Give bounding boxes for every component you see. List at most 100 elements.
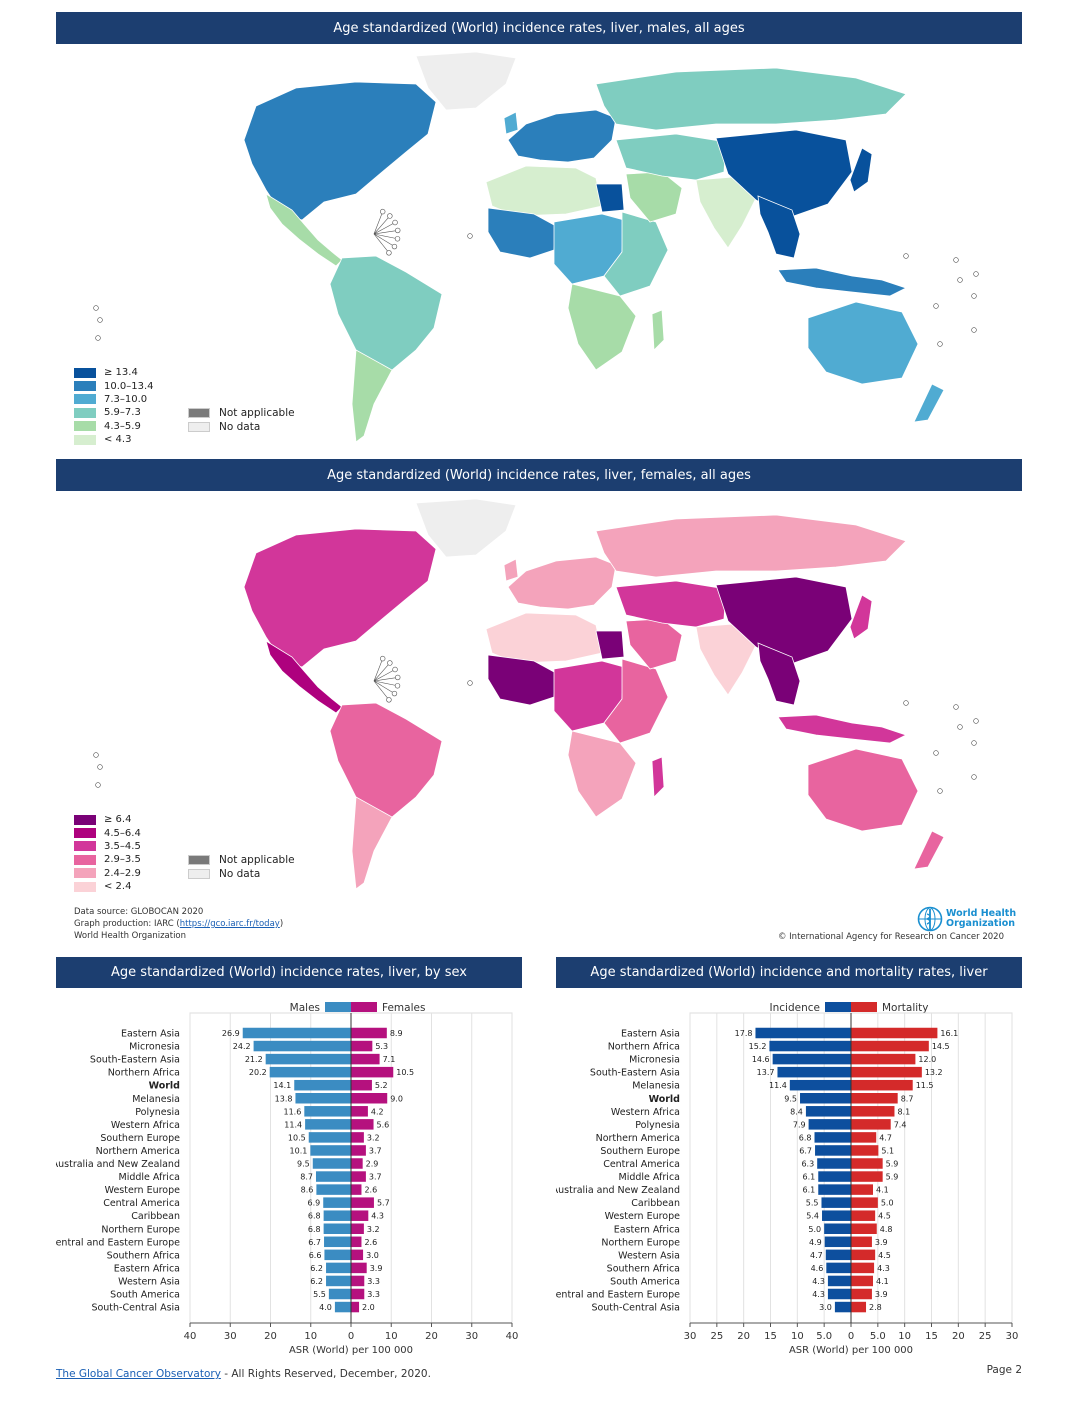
source-url-link[interactable]: https://gco.iarc.fr/today xyxy=(179,919,280,929)
map-title-females: Age standardized (World) incidence rates… xyxy=(56,459,1022,491)
data-label: 8.6 xyxy=(301,1186,314,1195)
region-nz xyxy=(913,383,945,423)
tick-label: 5.0 xyxy=(816,1331,832,1342)
category-label: Western Asia xyxy=(118,1276,180,1287)
bar-males xyxy=(242,1027,351,1039)
island-marker xyxy=(97,317,103,323)
bar-males xyxy=(295,1093,351,1104)
legend-swatch-mortality xyxy=(851,1002,877,1012)
legend-label: 2.9–3.5 xyxy=(104,854,141,866)
legend-swatch-females xyxy=(351,1002,377,1012)
island-marker xyxy=(903,700,909,706)
bar-mortality xyxy=(851,1119,891,1130)
legend-label: Not applicable xyxy=(219,407,295,419)
bar-males xyxy=(312,1158,351,1169)
data-label: 4.2 xyxy=(371,1107,384,1116)
tick-label: 20 xyxy=(952,1331,965,1342)
bar-females xyxy=(351,1184,362,1195)
category-label: Australia and New Zealand xyxy=(556,1185,680,1196)
legend-swatch xyxy=(74,868,96,879)
tick-label: 10 xyxy=(791,1331,804,1342)
bar-incidence xyxy=(769,1040,851,1052)
data-label: 4.5 xyxy=(878,1212,891,1221)
data-label: 4.8 xyxy=(880,1225,893,1234)
caribbean-callout-marker xyxy=(395,227,401,234)
region-c-amer xyxy=(265,640,343,714)
island-marker xyxy=(953,704,959,710)
caribbean-callout-marker xyxy=(379,655,386,662)
bar-females xyxy=(351,1197,374,1208)
data-label: 2.8 xyxy=(869,1303,882,1312)
category-label: South-Central Asia xyxy=(91,1303,180,1314)
chart-title-incidence-mortality: Age standardized (World) incidence and m… xyxy=(556,957,1022,988)
category-label: South America xyxy=(610,1276,680,1287)
bar-females xyxy=(351,1106,368,1117)
bar-females xyxy=(351,1301,360,1313)
data-label: 11.6 xyxy=(283,1107,301,1116)
data-label: 6.9 xyxy=(307,1199,320,1208)
bar-mortality xyxy=(851,1132,877,1143)
category-label: Western Africa xyxy=(611,1107,680,1118)
bar-incidence xyxy=(777,1066,851,1078)
bar-females xyxy=(351,1223,364,1234)
legend-extra-item: Not applicable xyxy=(188,406,295,420)
bar-mortality xyxy=(851,1249,876,1261)
caribbean-callout-line xyxy=(373,211,383,235)
legend-item: 3.5–4.5 xyxy=(74,840,141,853)
category-label: Middle Africa xyxy=(619,1172,681,1183)
legend-swatch xyxy=(74,381,96,392)
data-label: 5.2 xyxy=(375,1081,388,1090)
category-label: Central and Eastern Europe xyxy=(556,1290,680,1301)
caribbean-callout-marker xyxy=(391,243,398,250)
bar-mortality xyxy=(851,1106,895,1117)
category-label: Southern Europe xyxy=(600,1146,680,1157)
caribbean-callout-line xyxy=(373,222,396,235)
tick-label: 5.0 xyxy=(870,1331,886,1342)
region-c-amer xyxy=(265,193,343,267)
data-label: 2.6 xyxy=(364,1238,377,1247)
data-label: 3.9 xyxy=(370,1264,383,1273)
tick-label: 15 xyxy=(764,1331,777,1342)
data-label: 5.6 xyxy=(377,1120,390,1129)
data-label: 5.9 xyxy=(886,1173,899,1182)
copyright: © International Agency for Research on C… xyxy=(777,932,1004,942)
bar-females xyxy=(351,1262,367,1274)
category-label: Polynesia xyxy=(635,1120,680,1131)
category-label: Northern America xyxy=(96,1146,180,1157)
region-se-asia xyxy=(757,642,801,706)
bar-females xyxy=(351,1132,364,1143)
legend-label: ≥ 13.4 xyxy=(104,367,138,379)
island-marker xyxy=(957,277,963,283)
bar-males xyxy=(265,1053,351,1065)
island-marker xyxy=(467,680,473,686)
caribbean-callout-line xyxy=(373,233,398,240)
category-label: Central America xyxy=(603,1159,680,1170)
data-label: 8.9 xyxy=(390,1029,403,1038)
gco-link[interactable]: The Global Cancer Observatory xyxy=(56,1368,221,1380)
data-label: 11.4 xyxy=(769,1081,787,1090)
region-greenland xyxy=(415,498,517,558)
bar-females xyxy=(351,1066,394,1078)
chart-incidence-mortality: Incidence Mortality 30 25 20 15 10 5.0 0 5.0 10 15 2… xyxy=(556,1002,1018,1356)
x-axis-label: ASR (World) per 100 000 xyxy=(789,1345,913,1356)
caribbean-callout-marker xyxy=(394,683,401,689)
bar-males xyxy=(308,1132,351,1143)
bar-males xyxy=(305,1119,351,1130)
island-marker xyxy=(95,335,101,341)
region-uk xyxy=(503,111,519,135)
category-label: Southern Europe xyxy=(100,1133,180,1144)
category-label: Middle Africa xyxy=(119,1172,181,1183)
tick-label: 10 xyxy=(304,1331,317,1342)
data-label: 5.5 xyxy=(313,1290,326,1299)
bar-incidence xyxy=(814,1132,851,1143)
category-label: World xyxy=(149,1081,180,1092)
legend-label: 3.5–4.5 xyxy=(104,840,141,852)
data-label: 4.3 xyxy=(812,1277,825,1286)
data-label: 6.8 xyxy=(308,1225,321,1234)
bar-males xyxy=(334,1301,351,1313)
who-emblem-icon xyxy=(917,906,943,932)
legend-swatch-males xyxy=(325,1002,351,1012)
world-map-females xyxy=(56,491,1022,901)
bar-males xyxy=(326,1262,351,1274)
data-label: 8.7 xyxy=(901,1094,914,1103)
